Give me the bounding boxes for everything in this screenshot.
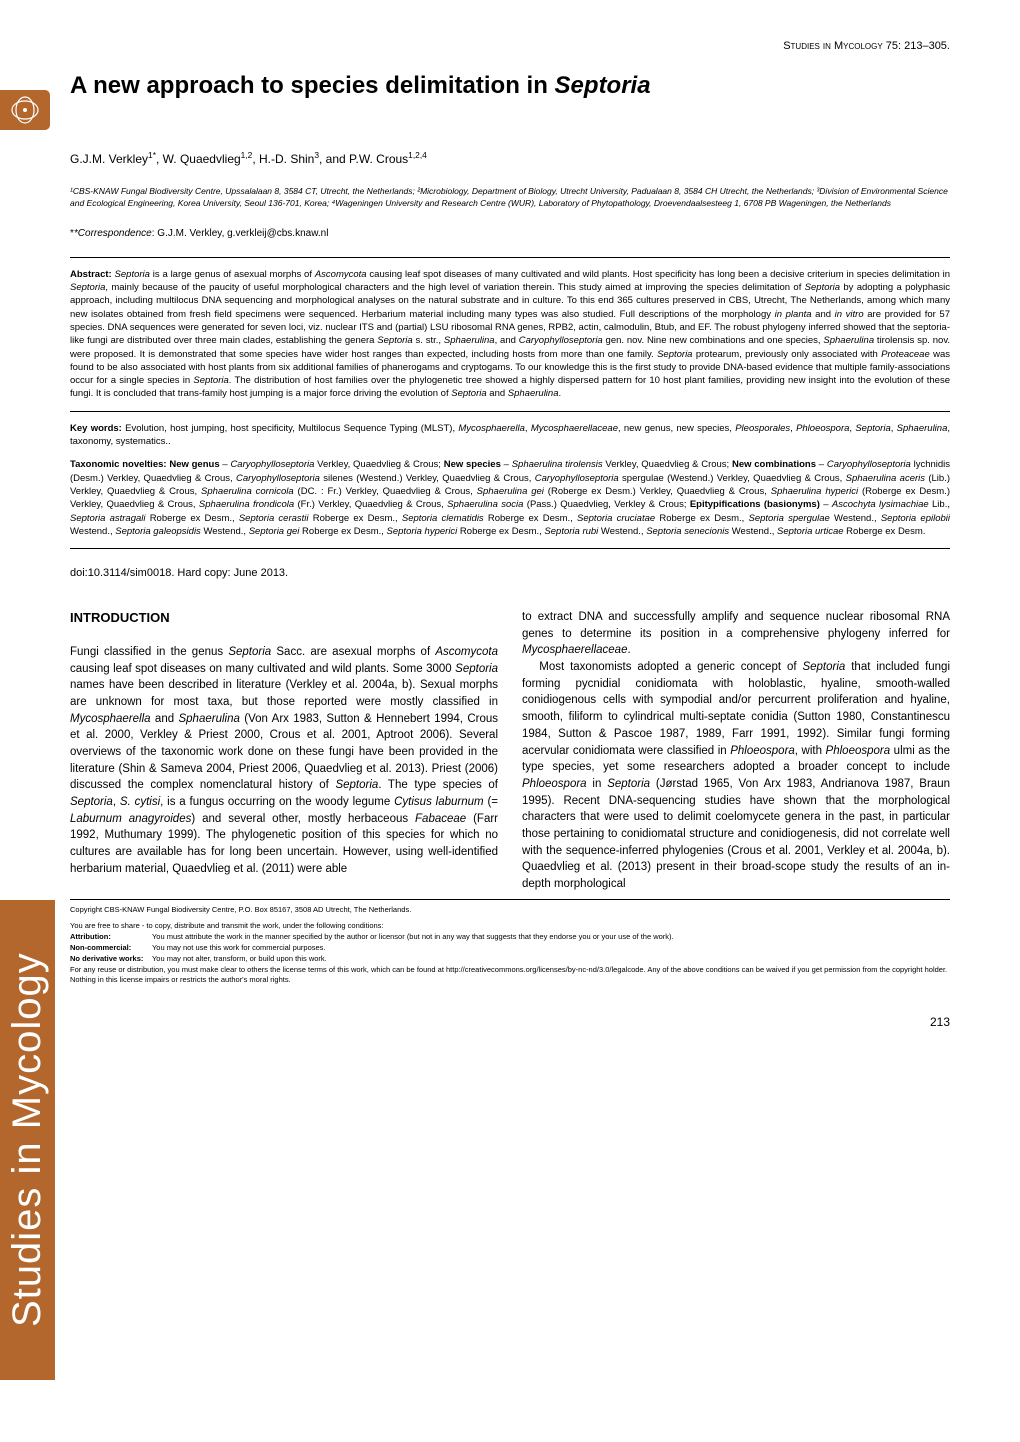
keywords-block: Key words: Evolution, host jumping, host… [70, 422, 950, 449]
intro-paragraph-1: Fungi classified in the genus Septoria S… [70, 644, 498, 877]
rule-top [70, 257, 950, 258]
license-row-noderivative: No derivative works: You may not alter, … [70, 954, 950, 964]
journal-header: Studies in Mycology 75: 213–305. [70, 40, 950, 52]
column-right: to extract DNA and successfully amplify … [522, 609, 950, 892]
column-left: INTRODUCTION Fungi classified in the gen… [70, 609, 498, 892]
keywords-label: Key words: [70, 423, 122, 434]
affiliations: ¹CBS-KNAW Fungal Biodiversity Centre, Up… [70, 186, 950, 210]
license-block: Copyright CBS-KNAW Fungal Biodiversity C… [70, 899, 950, 986]
license-row-noncommercial: Non-commercial: You may not use this wor… [70, 943, 950, 953]
abstract-body: Septoria is a large genus of asexual mor… [70, 269, 950, 400]
abstract-label: Abstract: [70, 269, 112, 280]
abstract-block: Abstract: Septoria is a large genus of a… [70, 268, 950, 401]
intro-col2-top: to extract DNA and successfully amplify … [522, 609, 950, 659]
rule-mid2 [70, 548, 950, 549]
correspondence-label: **Correspondence [70, 228, 152, 239]
taxonomic-novelties-block: Taxonomic novelties: New genus – Caryoph… [70, 458, 950, 538]
taxnov-label: Taxonomic novelties: [70, 459, 167, 470]
body-columns: INTRODUCTION Fungi classified in the gen… [70, 609, 950, 892]
article-title: A new approach to species delimitation i… [70, 72, 950, 100]
page-number: 213 [70, 1015, 950, 1029]
rule-mid1 [70, 411, 950, 412]
license-footer: For any reuse or distribution, you must … [70, 965, 950, 985]
copyright-line: Copyright CBS-KNAW Fungal Biodiversity C… [70, 905, 950, 915]
authors-line: G.J.M. Verkley1*, W. Quaedvlieg1,2, H.-D… [70, 150, 950, 166]
correspondence: **Correspondence: G.J.M. Verkley, g.verk… [70, 228, 950, 239]
title-italic: Septoria [555, 72, 651, 99]
license-row-attribution: Attribution: You must attribute the work… [70, 932, 950, 942]
title-plain: A new approach to species delimitation i… [70, 72, 555, 99]
license-intro: You are free to share - to copy, distrib… [70, 921, 950, 931]
doi-line: doi:10.3114/sim0018. Hard copy: June 201… [70, 567, 950, 579]
taxnov-body: New genus – Caryophylloseptoria Verkley,… [70, 459, 950, 536]
correspondence-value: : G.J.M. Verkley, g.verkleij@cbs.knaw.nl [152, 228, 329, 239]
spacer [70, 916, 950, 920]
keywords-body: Evolution, host jumping, host specificit… [70, 423, 950, 447]
section-heading-introduction: INTRODUCTION [70, 609, 498, 628]
intro-col2-p2: Most taxonomists adopted a generic conce… [522, 659, 950, 892]
